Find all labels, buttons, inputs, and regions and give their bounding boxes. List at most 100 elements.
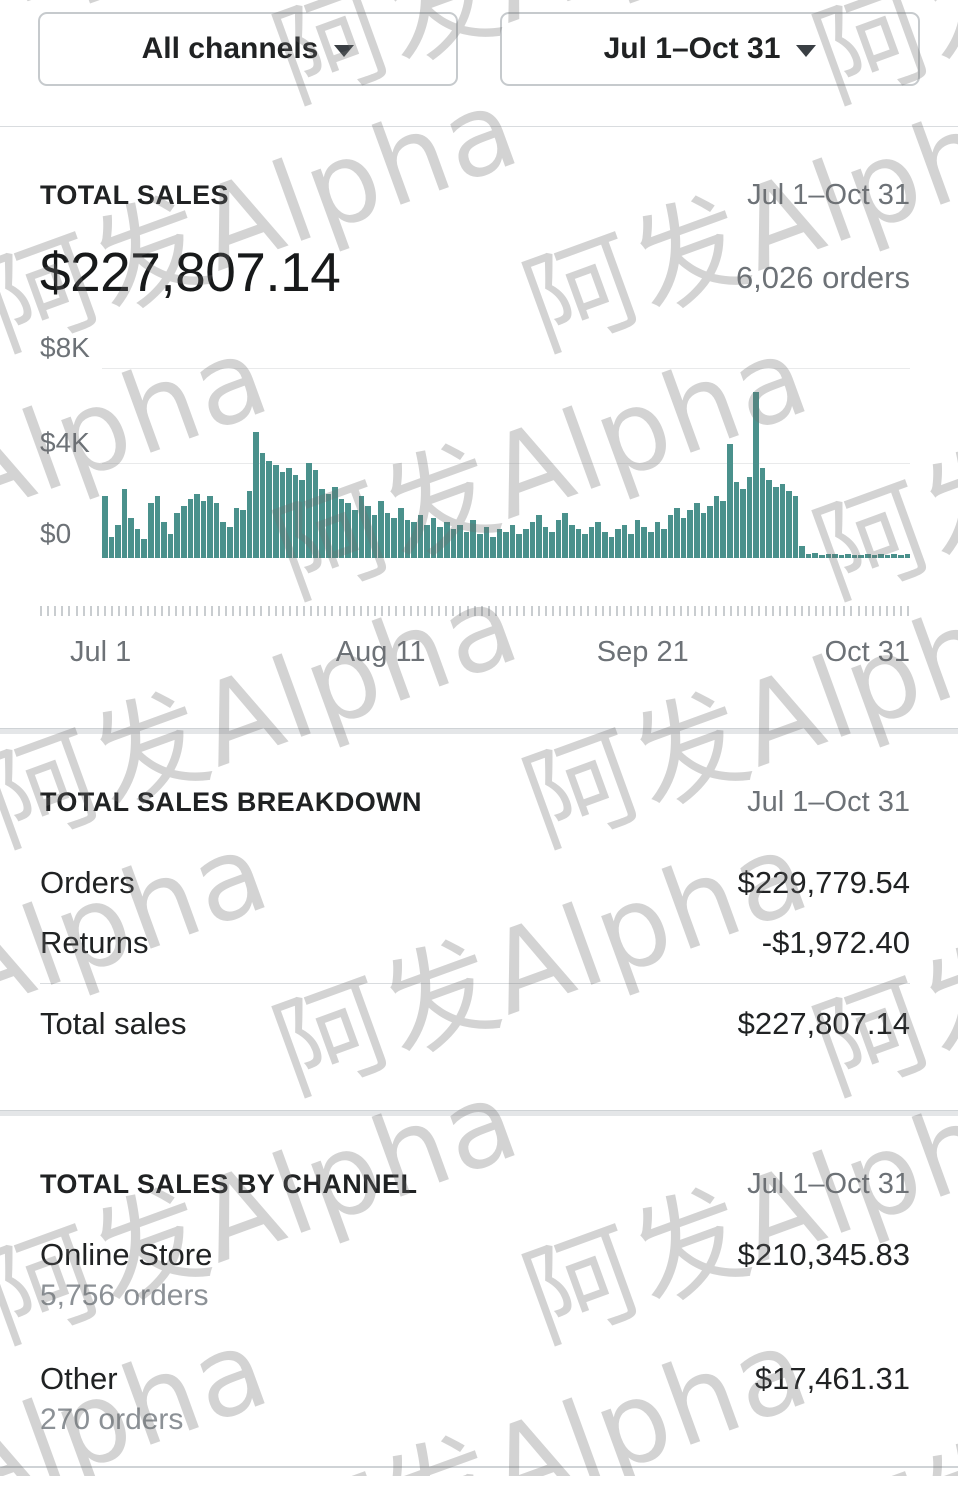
scrubber-tick: [338, 606, 341, 616]
channel-row-label: Other: [40, 1361, 118, 1396]
channel-filter-label: All channels: [141, 32, 319, 65]
gridline-4k: [102, 463, 910, 464]
chevron-down-icon: [796, 45, 817, 57]
chart-bar: [220, 522, 226, 558]
chart-bar: [154, 496, 161, 558]
chart-bar: [292, 475, 299, 558]
chart-bar: [490, 537, 496, 558]
chart-bar: [555, 520, 562, 558]
chart-bar: [615, 529, 621, 558]
chart-bar: [746, 477, 753, 558]
scrubber-tick: [288, 606, 291, 616]
chart-bar: [259, 453, 266, 558]
chart-bar: [246, 491, 253, 558]
scrubber-tick: [317, 606, 320, 616]
channel-row-order-count: 270 orders: [40, 1403, 184, 1436]
chart-bar: [457, 525, 463, 558]
chart-bar: [286, 468, 292, 558]
chart-bar: [371, 515, 378, 558]
table-row: Orders $229,779.54: [40, 853, 910, 913]
scrubber-tick: [587, 606, 590, 616]
total-sales-amount: $227,807.14: [40, 241, 341, 303]
chart-bar: [621, 525, 628, 558]
date-range-filter-button[interactable]: Jul 1–Oct 31: [500, 12, 920, 86]
channel-row-label: Online Store: [40, 1237, 213, 1272]
scrubber-tick: [359, 606, 362, 616]
chart-bar: [878, 554, 884, 558]
chart-bar: [733, 482, 740, 558]
scrubber-tick: [814, 606, 817, 616]
scrubber-tick: [601, 606, 604, 616]
chart-bar: [726, 444, 733, 558]
chart-bar: [213, 503, 220, 558]
scrubber-tick: [132, 606, 135, 616]
total-sales-card: TOTAL SALES Jul 1–Oct 31 $227,807.14 6,0…: [0, 127, 958, 728]
chart-bar: [102, 496, 108, 558]
chart-bar: [523, 529, 529, 558]
scrubber-tick: [779, 606, 782, 616]
chart-bar: [720, 501, 726, 558]
chart-bar: [819, 555, 825, 558]
total-sales-by-channel-card: TOTAL SALES BY CHANNEL Jul 1–Oct 31 Onli…: [0, 1116, 958, 1493]
chart-bar: [753, 392, 759, 558]
chart-bar: [700, 513, 707, 558]
scrubber-tick: [217, 606, 220, 616]
scrubber-tick: [686, 606, 689, 616]
scrubber-tick: [331, 606, 334, 616]
scrubber-tick: [537, 606, 540, 616]
chart-bar: [444, 522, 450, 558]
channel-row-online-store: Online Store $210,345.83 5,756 orders: [40, 1237, 910, 1313]
scrubber-tick: [523, 606, 526, 616]
scrubber-tick: [708, 606, 711, 616]
chart-bar: [713, 496, 720, 558]
breakdown-row-label: Returns: [40, 925, 149, 960]
chart-bar: [266, 461, 273, 558]
y-axis-label-0: $0: [40, 518, 72, 549]
channel-header: TOTAL SALES BY CHANNEL Jul 1–Oct 31: [40, 1168, 910, 1201]
chart-bar: [226, 527, 233, 558]
channel-row-value: $210,345.83: [737, 1237, 910, 1272]
chart-bar: [825, 554, 832, 558]
scrubber-tick: [96, 606, 99, 616]
chart-bar: [858, 555, 865, 558]
section-divider: [0, 1110, 958, 1116]
total-sales-header: TOTAL SALES Jul 1–Oct 31: [40, 179, 910, 212]
scrubber-tick: [822, 606, 825, 616]
chart-bar: [812, 553, 819, 558]
scrubber-tick: [153, 606, 156, 616]
chart-bar: [319, 489, 325, 558]
chart-bar: [312, 470, 319, 558]
channel-row-value: $17,461.31: [754, 1361, 910, 1396]
chart-bar: [838, 555, 845, 558]
x-axis-labels: Jul 1 Aug 11 Sep 21 Oct 31: [40, 632, 910, 672]
chart-bar: [108, 537, 115, 558]
chart-scrubber[interactable]: [40, 602, 910, 616]
chart-bar: [865, 554, 871, 558]
scrubber-tick: [139, 606, 142, 616]
chart-bar: [115, 525, 121, 558]
channel-filter-button[interactable]: All channels: [38, 12, 458, 86]
scrubber-tick: [374, 606, 377, 616]
table-row: Returns -$1,972.40: [40, 913, 910, 973]
scrubber-tick: [75, 606, 78, 616]
chart-bar: [509, 525, 516, 558]
chart-bar: [351, 510, 358, 558]
gridline-8k: [102, 368, 910, 369]
scrubber-tick: [103, 606, 106, 616]
scrubber-tick: [473, 606, 476, 616]
chart-bar: [601, 532, 608, 558]
chart-bar: [450, 529, 457, 558]
chart-bar: [417, 515, 424, 558]
channel-date-range: Jul 1–Oct 31: [747, 1168, 910, 1200]
scrubber-tick: [615, 606, 618, 616]
scrubber-tick: [239, 606, 242, 616]
chart-bar: [345, 503, 351, 558]
date-range-filter-label: Jul 1–Oct 31: [603, 32, 781, 65]
scrubber-tick: [786, 606, 789, 616]
scrubber-tick: [630, 606, 633, 616]
scrubber-tick: [807, 606, 810, 616]
chart-bar: [121, 489, 128, 558]
scrubber-tick: [431, 606, 434, 616]
chart-bar: [378, 501, 384, 558]
scrubber-tick: [658, 606, 661, 616]
